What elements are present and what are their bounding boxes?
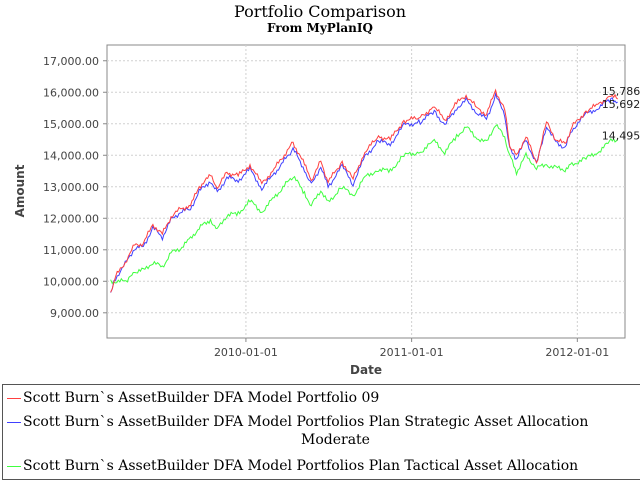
- y-tick-label: 10,000.00: [43, 275, 99, 288]
- legend: Scott Burn`s AssetBuilder DFA Model Port…: [2, 384, 640, 480]
- end-value-label-1: 15,786: [602, 85, 640, 98]
- end-value-label-3: 14,495: [602, 130, 640, 143]
- y-axis-label: Amount: [13, 164, 27, 217]
- x-tick-label: 2012-01-01: [545, 346, 609, 359]
- y-tick-label: 11,000.00: [43, 244, 99, 257]
- y-tick-label: 12,000.00: [43, 212, 99, 225]
- y-tick-label: 9,000.00: [50, 307, 99, 320]
- legend-swatch: [7, 465, 21, 467]
- y-tick-label: 14,000.00: [43, 149, 99, 162]
- legend-label: Scott Burn`s AssetBuilder DFA Model Port…: [23, 390, 380, 406]
- legend-item-series-1: Scott Burn`s AssetBuilder DFA Model Port…: [7, 389, 379, 407]
- legend-label: Scott Burn`s AssetBuilder DFA Model Port…: [23, 414, 589, 430]
- series-line-1: [110, 88, 619, 293]
- legend-item-series-2: Scott Burn`s AssetBuilder DFA Model Port…: [7, 413, 589, 448]
- y-tick-label: 15,000.00: [43, 118, 99, 131]
- x-axis-ticks: 2010-01-01 2011-01-01 2012-01-01: [214, 338, 609, 359]
- x-axis-label: Date: [350, 363, 382, 377]
- y-tick-label: 13,000.00: [43, 181, 99, 194]
- series-line-3: [110, 123, 619, 285]
- legend-swatch: [7, 397, 21, 399]
- legend-item-series-3: Scott Burn`s AssetBuilder DFA Model Port…: [7, 457, 578, 475]
- plot-area: [106, 44, 626, 339]
- legend-label: Scott Burn`s AssetBuilder DFA Model Port…: [23, 458, 579, 474]
- legend-label-continued: Moderate: [301, 432, 370, 448]
- y-axis-ticks: 9,000.00 10,000.00 11,000.00 12,000.00 13,00…: [43, 55, 107, 320]
- end-value-label-2: 15,692: [602, 98, 640, 111]
- y-tick-label: 17,000.00: [43, 55, 99, 68]
- y-tick-label: 16,000.00: [43, 86, 99, 99]
- x-tick-label: 2010-01-01: [214, 346, 278, 359]
- x-tick-label: 2011-01-01: [380, 346, 444, 359]
- line-chart: 9,000.00 10,000.00 11,000.00 12,000.00 13,00…: [13, 44, 640, 377]
- chart-title: Portfolio Comparison: [233, 2, 407, 21]
- legend-swatch: [7, 421, 21, 423]
- series-lines: [110, 88, 619, 293]
- grid: [107, 45, 625, 338]
- chart-subtitle: From MyPlanIQ: [267, 21, 373, 35]
